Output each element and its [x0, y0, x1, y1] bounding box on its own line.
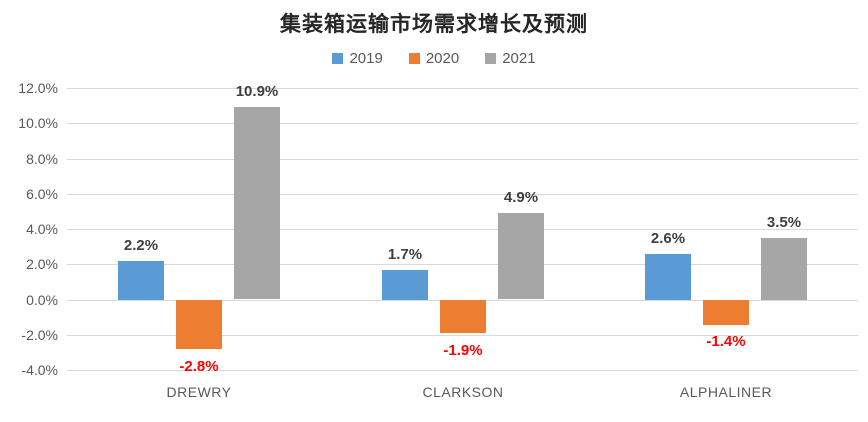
y-axis-tick-label: 4.0% — [26, 221, 58, 237]
y-axis-tick-label: 10.0% — [18, 115, 58, 131]
y-axis-tick-label: 0.0% — [26, 292, 58, 308]
value-label-2019-drewry: 2.2% — [123, 237, 159, 254]
bar-2020-drewry — [176, 300, 222, 349]
legend-item-2020: 2020 — [408, 50, 460, 67]
bar-2021-drewry — [234, 107, 280, 299]
gridline — [67, 370, 858, 371]
bar-2019-clarkson — [382, 270, 428, 300]
legend-label: 2021 — [502, 50, 536, 67]
legend-swatch-icon — [408, 53, 420, 64]
value-label-2020-drewry: -2.8% — [179, 358, 219, 375]
y-axis-tick-label: 8.0% — [26, 151, 58, 167]
bar-2021-clarkson — [498, 213, 544, 299]
legend-swatch-icon — [332, 53, 344, 64]
category-label-clarkson: CLARKSON — [422, 384, 504, 400]
y-axis-tick-label: -2.0% — [21, 327, 58, 343]
y-axis-tick-label: 6.0% — [26, 186, 58, 202]
value-label-2021-drewry: 10.9% — [235, 83, 279, 100]
gridline — [67, 335, 858, 336]
gridline — [67, 229, 858, 230]
y-axis-tick-label: 12.0% — [18, 80, 58, 96]
legend-item-2021: 2021 — [485, 50, 536, 67]
value-label-2020-clarkson: -1.9% — [443, 342, 483, 359]
legend: 2019 2020 2021 — [0, 50, 868, 67]
y-axis-tick-label: 2.0% — [26, 256, 58, 272]
category-label-alphaliner: ALPHALINER — [679, 384, 773, 400]
legend-swatch-icon — [485, 53, 497, 64]
value-label-2020-alphaliner: -1.4% — [706, 333, 746, 350]
bar-2021-alphaliner — [761, 238, 807, 300]
gridline — [67, 264, 858, 265]
legend-label: 2020 — [425, 50, 460, 67]
bar-2019-alphaliner — [645, 254, 691, 300]
category-label-drewry: DREWRY — [166, 384, 232, 400]
chart-title: 集装箱运输市场需求增长及预测 — [280, 13, 588, 36]
y-axis-tick-label: -4.0% — [21, 362, 58, 378]
value-label-2021-alphaliner: 3.5% — [766, 214, 802, 231]
legend-item-2019: 2019 — [332, 50, 383, 67]
bar-2019-drewry — [118, 261, 164, 300]
gridline — [67, 88, 858, 89]
gridline — [67, 123, 858, 124]
gridline — [67, 194, 858, 195]
gridline — [67, 159, 858, 160]
value-label-2021-clarkson: 4.9% — [503, 189, 539, 206]
legend-label: 2019 — [349, 50, 383, 67]
bar-2020-clarkson — [440, 300, 486, 333]
value-label-2019-clarkson: 1.7% — [387, 246, 423, 263]
bar-2020-alphaliner — [703, 300, 749, 325]
value-label-2019-alphaliner: 2.6% — [650, 230, 686, 247]
